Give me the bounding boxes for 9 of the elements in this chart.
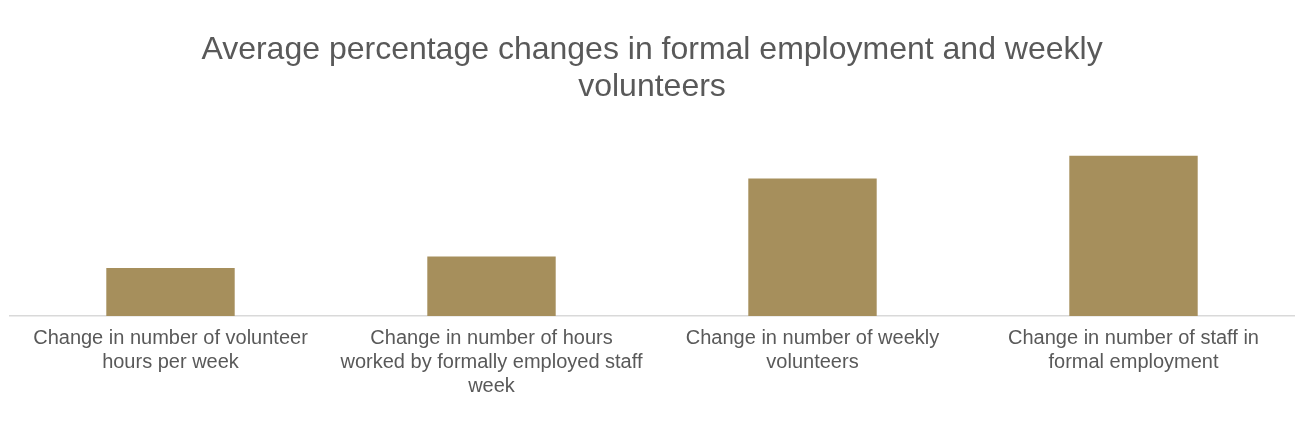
chart-title: Average percentage changes in formal employment and weekly volunteers [201, 30, 1103, 104]
x-tick-label: Change in number of volunteer hours per week [33, 325, 309, 372]
x-tick-label: Change in number of staff in formal employment [1008, 325, 1259, 372]
bar [427, 256, 556, 316]
bar [106, 267, 235, 316]
bar [1069, 155, 1198, 316]
bar [748, 178, 877, 316]
x-tick-label: Change in number of weekly volunteers [685, 325, 940, 372]
x-tick-label: Change in number of hours worked by formally employed staff week [339, 325, 643, 396]
